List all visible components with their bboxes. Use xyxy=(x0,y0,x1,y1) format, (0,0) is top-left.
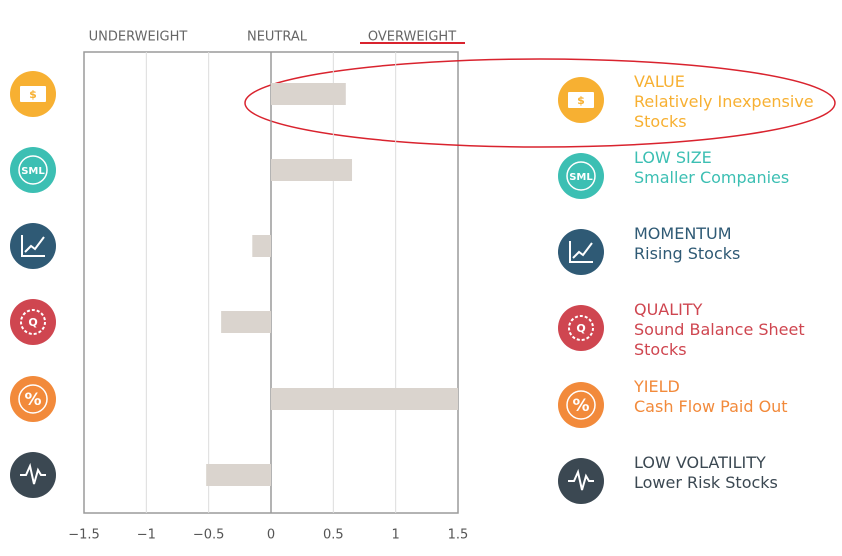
icon-circle xyxy=(10,223,56,269)
bar xyxy=(252,235,271,257)
bar xyxy=(206,464,271,486)
x-tick-label: −0.5 xyxy=(193,528,225,543)
icon-label: SML xyxy=(569,172,593,183)
x-tick-label: 0 xyxy=(267,528,275,543)
icon-label: $ xyxy=(577,94,585,107)
bar xyxy=(271,83,346,105)
legend-item: LOW VOLATILITY Lower Risk Stocks xyxy=(634,453,839,493)
x-tick-label: 1 xyxy=(392,528,400,543)
legend-item: MOMENTUM Rising Stocks xyxy=(634,224,839,264)
category-icon xyxy=(10,223,56,269)
icon-arrow xyxy=(24,236,45,253)
x-tick-label: −1.5 xyxy=(68,528,100,543)
legend-name: VALUE xyxy=(634,72,685,91)
icon-axis xyxy=(21,235,45,257)
legend-item: LOW SIZE Smaller Companies xyxy=(634,148,839,188)
legend-description: Sound Balance Sheet Stocks xyxy=(634,320,805,359)
category-icon: Q xyxy=(558,305,604,351)
category-icon: $ xyxy=(10,71,56,117)
icon-circle xyxy=(10,147,56,193)
legend-name: QUALITY xyxy=(634,300,703,319)
legend-item: QUALITY Sound Balance Sheet Stocks xyxy=(634,300,839,360)
icon-circle xyxy=(10,299,56,345)
category-icon: % xyxy=(10,376,56,422)
category-icon xyxy=(558,458,604,504)
legend-item: VALUE Relatively Inexpensive Stocks xyxy=(634,72,839,132)
icon-circle xyxy=(10,376,56,422)
icon-label: SML xyxy=(21,166,45,177)
x-tick-label: 0.5 xyxy=(323,528,344,543)
legend-name: LOW SIZE xyxy=(634,148,712,167)
icon-ring xyxy=(566,390,596,420)
header-label: OVERWEIGHT xyxy=(368,30,456,45)
legend-name: MOMENTUM xyxy=(634,224,732,243)
legend-description: Smaller Companies xyxy=(634,168,790,187)
legend-item: YIELD Cash Flow Paid Out xyxy=(634,377,839,417)
icon-badge xyxy=(568,315,594,341)
legend-description: Relatively Inexpensive Stocks xyxy=(634,92,814,131)
header-label: UNDERWEIGHT xyxy=(89,30,188,45)
icon-bill xyxy=(568,92,594,108)
icon-label: $ xyxy=(29,88,37,101)
bar xyxy=(271,159,353,181)
icon-axis xyxy=(569,241,593,263)
icon-label: Q xyxy=(28,316,37,329)
icon-ring xyxy=(18,384,48,414)
icon-circle xyxy=(558,382,604,428)
category-icon: Q xyxy=(10,299,56,345)
icon-circle xyxy=(558,153,604,199)
category-icon xyxy=(558,229,604,275)
highlight-ellipse xyxy=(244,58,836,148)
icon-ring xyxy=(566,161,596,191)
legend-name: YIELD xyxy=(634,377,680,396)
icon-circle xyxy=(558,305,604,351)
icon-label: % xyxy=(24,390,41,410)
legend-description: Lower Risk Stocks xyxy=(634,473,778,492)
x-tick-label: −1 xyxy=(137,528,156,543)
bar xyxy=(271,388,458,410)
icon-circle xyxy=(558,229,604,275)
icon-zigzag xyxy=(568,468,594,491)
category-icon: $ xyxy=(558,77,604,123)
icon-bill xyxy=(20,86,46,102)
x-tick-label: 1.5 xyxy=(448,528,469,543)
icon-badge xyxy=(20,309,46,335)
category-icon: % xyxy=(558,382,604,428)
legend-description: Cash Flow Paid Out xyxy=(634,397,788,416)
icon-label: % xyxy=(572,396,589,416)
icon-arrow xyxy=(572,242,593,259)
bar xyxy=(221,311,271,333)
legend-description: Rising Stocks xyxy=(634,244,741,263)
header-label: NEUTRAL xyxy=(247,30,308,45)
category-icon: SML xyxy=(558,153,604,199)
icon-label: Q xyxy=(576,322,585,335)
legend-name: LOW VOLATILITY xyxy=(634,453,766,472)
icon-zigzag xyxy=(20,462,46,485)
category-icon xyxy=(10,452,56,498)
category-icon: SML xyxy=(10,147,56,193)
icon-ring xyxy=(18,155,48,185)
